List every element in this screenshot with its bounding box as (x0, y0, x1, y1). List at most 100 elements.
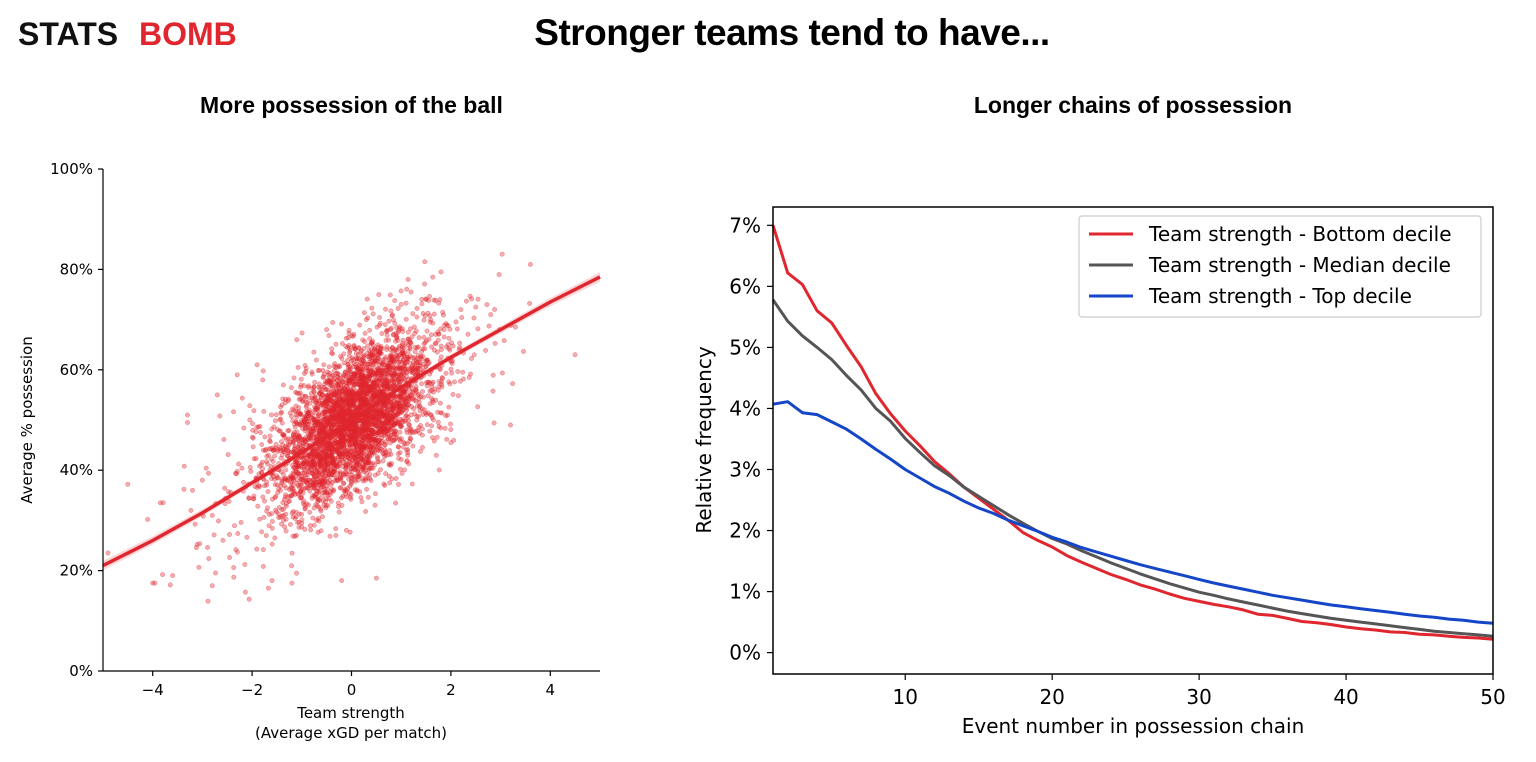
scatter-point (339, 341, 345, 346)
scatter-point (194, 541, 200, 547)
legend-label-bottom: Team strength - Bottom decile (1148, 222, 1452, 246)
scatter-point (309, 371, 315, 377)
scatter-point (281, 449, 287, 455)
scatter-point (410, 311, 416, 317)
scatter-point (348, 449, 354, 454)
scatter-point (339, 385, 345, 391)
scatter-point (359, 443, 365, 449)
scatter-point (227, 532, 232, 537)
scatter-point (326, 333, 332, 338)
scatter-point (376, 292, 382, 298)
scatter-point (367, 454, 373, 460)
scatter-point (437, 400, 443, 406)
scatter-point (246, 495, 252, 501)
scatter-point (272, 495, 278, 500)
scatter-point (421, 407, 427, 413)
scatter-point (471, 352, 477, 358)
scatter-point (384, 344, 390, 350)
scatter-point (381, 426, 387, 432)
scatter-point (388, 327, 394, 333)
scatter-point (307, 523, 313, 529)
scatter-point (328, 421, 334, 427)
scatter-point (426, 336, 432, 342)
scatter-point (352, 487, 358, 493)
right-y-tick-label: 4% (729, 396, 761, 420)
left-x-tick-label: 2 (446, 681, 456, 699)
scatter-point (335, 371, 341, 377)
scatter-point (339, 578, 345, 584)
scatter-point (438, 343, 444, 349)
scatter-point (419, 301, 425, 307)
scatter-point (185, 420, 190, 425)
scatter-point (327, 533, 333, 539)
scatter-point (471, 315, 477, 321)
scatter-point (353, 351, 359, 356)
right-x-axis-label: Event number in possession chain (962, 714, 1305, 738)
scatter-point (282, 524, 288, 530)
scatter-point (398, 391, 404, 397)
scatter-point (404, 427, 410, 433)
scatter-point (209, 583, 215, 589)
scatter-point (336, 406, 342, 412)
scatter-point (341, 427, 347, 432)
scatter-point (285, 398, 291, 404)
scatter-point (389, 418, 395, 424)
scatter-point (398, 302, 404, 307)
scatter-point (260, 377, 266, 383)
scatter-point (427, 401, 433, 407)
scatter-point (285, 445, 291, 451)
scatter-point (391, 438, 397, 443)
scatter-point (457, 340, 463, 346)
scatter-point (315, 465, 321, 471)
scatter-point (312, 419, 318, 425)
scatter-point (430, 274, 436, 280)
scatter-point (250, 434, 255, 440)
scatter-point (436, 300, 442, 306)
scatter-point (333, 526, 339, 532)
scatter-point (384, 400, 389, 406)
scatter-point (203, 465, 209, 471)
right-y-tick-label: 3% (729, 457, 761, 481)
legend-label-top: Team strength - Top decile (1148, 284, 1412, 308)
scatter-point (274, 482, 280, 488)
scatter-point (300, 393, 306, 399)
scatter-point (437, 367, 443, 372)
scatter-point (264, 453, 270, 459)
scatter-point (261, 408, 267, 414)
scatter-point (292, 424, 298, 430)
scatter-point (373, 437, 378, 443)
scatter-point (246, 596, 252, 602)
scatter-point (395, 305, 401, 311)
scatter-point (308, 414, 314, 420)
scatter-point (434, 434, 440, 440)
scatter-point (419, 349, 425, 354)
scatter-point (418, 363, 424, 369)
scatter-point (422, 346, 428, 352)
scatter-point (348, 429, 354, 435)
scatter-point (340, 436, 346, 442)
scatter-point (287, 522, 293, 527)
scatter-point (251, 408, 257, 414)
scatter-point (316, 472, 322, 478)
scatter-point (221, 437, 227, 442)
scatter-point (275, 490, 281, 495)
scatter-point (316, 456, 322, 462)
scatter-point (327, 438, 333, 444)
scatter-point (209, 512, 215, 518)
scatter-point (188, 507, 194, 513)
scatter-point (453, 319, 459, 325)
scatter-point (323, 425, 328, 430)
scatter-point (428, 412, 434, 418)
scatter-point (403, 340, 409, 346)
scatter-point (409, 355, 415, 361)
scatter-point (427, 388, 433, 394)
scatter-point (347, 468, 353, 474)
scatter-point (278, 404, 283, 410)
scatter-point (414, 359, 420, 365)
scatter-point (185, 412, 190, 418)
scatter-point (383, 449, 389, 455)
scatter-point (521, 348, 526, 354)
scatter-point (323, 489, 328, 495)
scatter-point (308, 527, 314, 533)
scatter-point (412, 411, 418, 417)
